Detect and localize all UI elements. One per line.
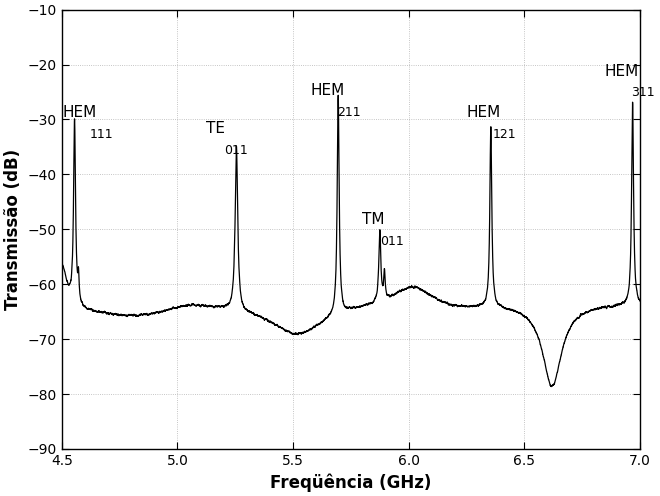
Text: TE: TE (207, 121, 225, 136)
Text: HEM: HEM (605, 63, 639, 78)
Text: HEM: HEM (466, 105, 500, 120)
Text: 011: 011 (224, 144, 248, 157)
Text: HEM: HEM (63, 105, 97, 120)
Text: 311: 311 (631, 86, 655, 99)
Text: HEM: HEM (310, 83, 345, 98)
Text: 111: 111 (89, 127, 113, 140)
Y-axis label: Transmissão (dB): Transmissão (dB) (4, 149, 22, 310)
Text: TM: TM (362, 212, 385, 227)
X-axis label: Freqüência (GHz): Freqüência (GHz) (270, 473, 432, 492)
Text: 121: 121 (492, 127, 516, 140)
Text: 011: 011 (380, 235, 404, 248)
Text: 211: 211 (337, 106, 360, 119)
